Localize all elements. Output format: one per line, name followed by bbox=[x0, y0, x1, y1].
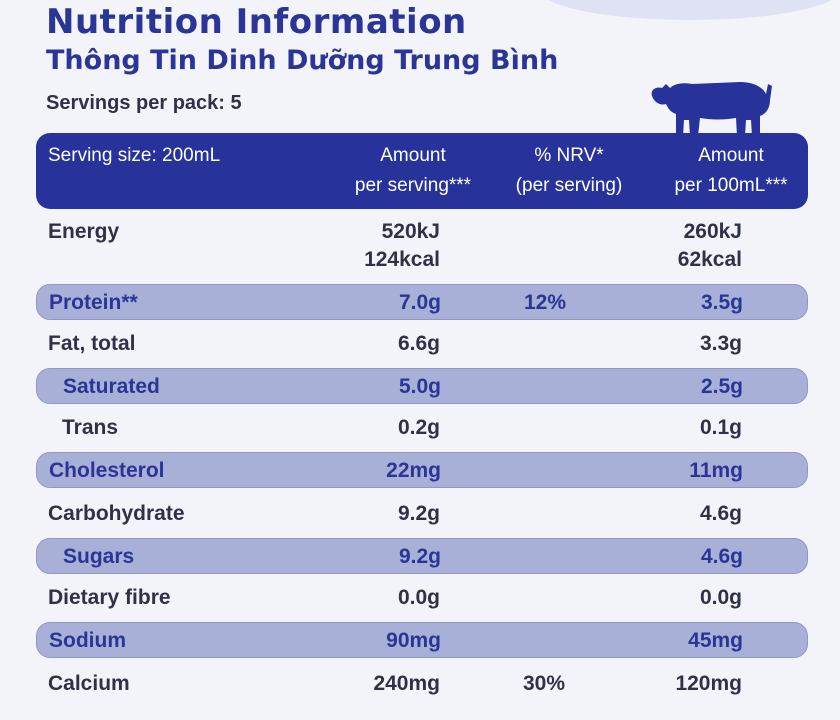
nutrient-name: Fat, total bbox=[48, 332, 136, 355]
page-subtitle: Thông Tin Dinh Dưỡng Trung Bình bbox=[46, 45, 559, 76]
table-row: Saturated 5.0g 2.5g bbox=[36, 368, 808, 404]
table-row-energy: Energy 520kJ 124kcal 260kJ 62kcal bbox=[36, 214, 808, 284]
amount-per-serving: 9.2g bbox=[397, 502, 440, 525]
nutrient-name: Calcium bbox=[48, 672, 130, 695]
page-title: Nutrition Information bbox=[46, 2, 467, 42]
nutrient-name: Dietary fibre bbox=[48, 586, 171, 609]
amount-per-serving: 9.2g bbox=[398, 545, 441, 568]
amount-per-100ml: 11mg bbox=[689, 459, 743, 482]
amount-per-serving: 5.0g bbox=[398, 375, 441, 398]
amount-per-100ml: 0.0g bbox=[699, 586, 742, 609]
nutrient-name: Trans bbox=[62, 416, 119, 439]
amount-per-serving: 22mg bbox=[386, 459, 441, 482]
amount-per-serving: 240mg bbox=[373, 672, 440, 695]
nutrient-name: Saturated bbox=[63, 375, 160, 398]
nutrient-name: Cholesterol bbox=[49, 459, 165, 482]
table-row: Trans 0.2g 0.1g bbox=[36, 410, 808, 446]
table-row: Protein** 7.0g 12% 3.5g bbox=[36, 284, 808, 320]
table-row: Sugars 9.2g 4.6g bbox=[36, 538, 808, 574]
nutrient-name: Carbohydrate bbox=[48, 502, 185, 525]
amount-per-100ml: 3.5g bbox=[700, 291, 743, 314]
amount-per-100ml: 3.3g bbox=[699, 332, 742, 355]
decorative-arc bbox=[540, 0, 840, 20]
nutrient-name: Protein** bbox=[49, 291, 138, 314]
amount-per-100ml: 2.5g bbox=[700, 375, 743, 398]
energy-per100-kcal: 62kcal bbox=[677, 248, 742, 271]
amount-per-100ml: 45mg bbox=[688, 629, 743, 652]
header-per100-line2: per 100mL*** bbox=[674, 175, 788, 196]
energy-amount-kj: 520kJ bbox=[381, 220, 440, 243]
nutrient-name: Sugars bbox=[63, 545, 135, 568]
table-header: Serving size: 200mL Amount per serving**… bbox=[36, 133, 808, 209]
table-row: Calcium 240mg 30% 120mg bbox=[36, 666, 808, 702]
amount-per-serving: 0.2g bbox=[397, 416, 440, 439]
amount-per-serving: 90mg bbox=[386, 629, 441, 652]
nutrient-name: Energy bbox=[48, 220, 120, 243]
amount-per-100ml: 120mg bbox=[675, 672, 742, 695]
energy-amount-kcal: 124kcal bbox=[364, 248, 440, 271]
table-row: Carbohydrate 9.2g 4.6g bbox=[36, 496, 808, 532]
table-row: Cholesterol 22mg 11mg bbox=[36, 452, 808, 488]
amount-per-serving: 6.6g bbox=[397, 332, 440, 355]
header-amount-per-serving: Amount per serving*** bbox=[328, 141, 498, 201]
cow-icon bbox=[651, 82, 772, 136]
table-row: Sodium 90mg 45mg bbox=[36, 622, 808, 658]
header-nrv-line1: % NRV* bbox=[534, 145, 604, 166]
header-amount-per-100ml: Amount per 100mL*** bbox=[651, 141, 811, 201]
amount-per-100ml: 4.6g bbox=[699, 502, 742, 525]
energy-per100-kj: 260kJ bbox=[683, 220, 742, 243]
amount-per-serving: 7.0g bbox=[398, 291, 441, 314]
header-nrv-line2: (per serving) bbox=[515, 175, 623, 196]
table-row: Dietary fibre 0.0g 0.0g bbox=[36, 580, 808, 616]
table-row: Fat, total 6.6g 3.3g bbox=[36, 326, 808, 362]
header-amount-line2: per serving*** bbox=[354, 175, 472, 196]
header-amount-line1: Amount bbox=[380, 145, 446, 166]
header-nrv: % NRV* (per serving) bbox=[504, 141, 634, 201]
amount-per-100ml: 4.6g bbox=[700, 545, 743, 568]
nrv-percent: 12% bbox=[523, 291, 567, 314]
amount-per-100ml: 0.1g bbox=[699, 416, 742, 439]
nrv-percent: 30% bbox=[522, 672, 566, 695]
servings-per-pack: Servings per pack: 5 bbox=[46, 92, 242, 114]
header-per100-line1: Amount bbox=[698, 145, 764, 166]
header-serving-size: Serving size: 200mL bbox=[48, 145, 221, 166]
nutrient-name: Sodium bbox=[49, 629, 126, 652]
amount-per-serving: 0.0g bbox=[397, 586, 440, 609]
